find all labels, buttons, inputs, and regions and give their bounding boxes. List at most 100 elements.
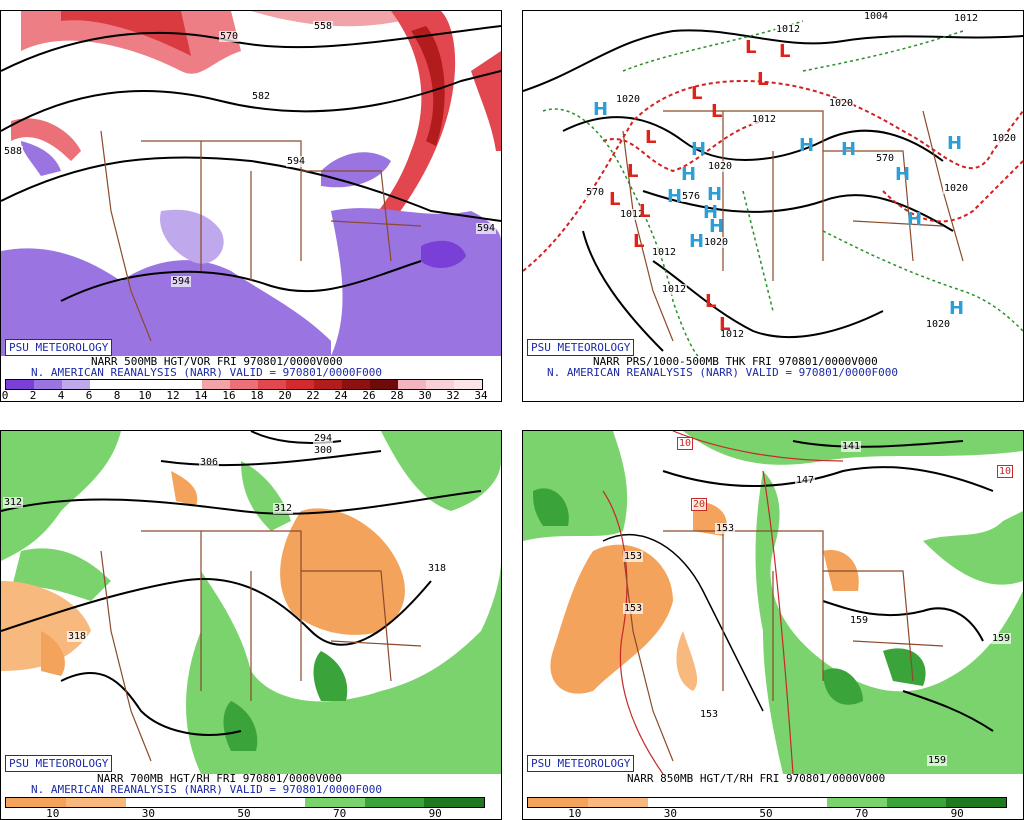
contour-label: 10 — [677, 437, 694, 450]
pressure-map — [523, 11, 1023, 356]
contour-label: 318 — [427, 563, 448, 574]
low-pressure-marker: L — [757, 69, 769, 90]
contour-label: 594 — [286, 156, 307, 167]
colorbar-tick-label: 18 — [250, 389, 264, 402]
colorbar-tick-label: 90 — [950, 807, 964, 820]
contour-label: 1012 — [619, 209, 646, 220]
contour-label: 1020 — [943, 183, 970, 194]
contour-label: 312 — [3, 497, 24, 508]
contour-label: 558 — [313, 21, 334, 32]
contour-label: 10 — [997, 465, 1014, 478]
contour-label: 570 — [585, 187, 606, 198]
low-pressure-marker: L — [645, 127, 657, 148]
colorbar-swatch — [34, 380, 62, 389]
colorbar-tick-label: 6 — [85, 389, 93, 402]
contour-label: 153 — [699, 709, 720, 720]
contour-label: 1012 — [751, 114, 778, 125]
humidity-850-map — [523, 431, 1023, 774]
psu-meteorology-logo: PSU METEOROLOGY — [527, 339, 635, 356]
chart-caption: NARR 850MB HGT/T/RH FRI 970801/0000V000 — [627, 772, 886, 785]
chart-caption: NARR 500MB HGT/VOR FRI 970801/0000V000 — [91, 355, 343, 368]
low-pressure-marker: L — [691, 83, 703, 104]
low-pressure-marker: L — [719, 314, 731, 335]
colorbar-swatch — [424, 798, 484, 807]
colorbar — [5, 797, 485, 808]
contour-label: 1012 — [661, 284, 688, 295]
colorbar-tick-label: 26 — [362, 389, 376, 402]
chart-subcaption: N. AMERICAN REANALYSIS (NARR) VALID = 97… — [31, 366, 382, 379]
panel-700mb-humidity: 294 300 306 312 312 318 318 PSU METEOROL… — [0, 430, 502, 820]
high-pressure-marker: H — [895, 164, 911, 185]
colorbar-tick-label: 34 — [474, 389, 488, 402]
contour-label: 1012 — [953, 13, 980, 24]
high-pressure-marker: H — [707, 184, 723, 205]
colorbar-tick-label: 10 — [138, 389, 152, 402]
colorbar — [527, 797, 1007, 808]
contour-label: 153 — [715, 523, 736, 534]
psu-meteorology-logo: PSU METEOROLOGY — [5, 339, 113, 356]
low-pressure-marker: L — [745, 37, 757, 58]
colorbar-swatch — [65, 798, 126, 807]
colorbar-tick-label: 50 — [237, 807, 251, 820]
high-pressure-marker: H — [689, 231, 705, 252]
low-pressure-marker: L — [779, 41, 791, 62]
contour-label: 159 — [927, 755, 948, 766]
contour-label: 1020 — [615, 94, 642, 105]
colorbar-tick-label: 70 — [854, 807, 869, 820]
contour-label: 1012 — [719, 329, 746, 340]
colorbar-swatch — [118, 380, 146, 389]
colorbar-tick-label: 70 — [332, 807, 347, 820]
colorbar-ticks: 10 30 50 70 90 — [5, 807, 483, 819]
colorbar — [5, 379, 483, 390]
colorbar-swatch — [258, 380, 286, 389]
colorbar-swatch — [230, 380, 258, 389]
colorbar-swatch — [125, 798, 186, 807]
high-pressure-marker: H — [907, 209, 923, 230]
contour-label: 570 — [219, 31, 240, 42]
chart-caption: NARR PRS/1000-500MB THK FRI 970801/0000V… — [593, 355, 878, 368]
contour-label: 318 — [67, 631, 88, 642]
colorbar-swatch — [426, 380, 454, 389]
colorbar-swatch — [314, 380, 342, 389]
colorbar-swatch — [946, 798, 1006, 807]
contour-label: 294 — [313, 433, 334, 444]
contour-label: 570 — [875, 153, 896, 164]
contour-label: 1012 — [651, 247, 678, 258]
colorbar-tick-label: 20 — [278, 389, 292, 402]
contour-label: 1004 — [863, 11, 890, 22]
panel-500mb-vorticity: 558 570 582 594 594 594 588 PSU METEOROL… — [0, 10, 502, 402]
colorbar-swatch — [286, 380, 314, 389]
colorbar-tick-label: 10 — [568, 807, 582, 820]
colorbar-tick-label: 4 — [57, 389, 65, 402]
low-pressure-marker: L — [633, 231, 645, 252]
colorbar-tick-label: 50 — [759, 807, 773, 820]
colorbar-swatch — [767, 798, 827, 807]
colorbar-swatch — [364, 798, 425, 807]
contour-label: 153 — [623, 551, 644, 562]
contour-label: 1020 — [703, 237, 730, 248]
high-pressure-marker: H — [691, 139, 707, 160]
contour-label: 153 — [623, 603, 644, 614]
contour-label: 141 — [841, 441, 862, 452]
contour-label: 594 — [171, 276, 192, 287]
contour-label: 594 — [476, 223, 497, 234]
low-pressure-marker: L — [705, 291, 717, 312]
colorbar-tick-label: 90 — [428, 807, 442, 820]
low-pressure-marker: L — [627, 161, 639, 182]
colorbar-swatch — [342, 380, 370, 389]
vorticity-map — [1, 11, 501, 356]
colorbar-tick-label: 30 — [418, 389, 432, 402]
colorbar-swatch — [886, 798, 947, 807]
high-pressure-marker: H — [949, 298, 965, 319]
high-pressure-marker: H — [681, 164, 697, 185]
colorbar-tick-label: 16 — [222, 389, 236, 402]
colorbar-swatch — [826, 798, 887, 807]
colorbar-tick-label: 30 — [141, 807, 156, 820]
colorbar-ticks: 10 30 50 70 90 — [527, 807, 1005, 819]
psu-meteorology-logo: PSU METEOROLOGY — [5, 755, 113, 772]
contour-label: 312 — [273, 503, 294, 514]
colorbar-swatch — [398, 380, 426, 389]
high-pressure-marker: H — [841, 139, 857, 160]
contour-label: 588 — [3, 146, 24, 157]
colorbar-swatch — [647, 798, 708, 807]
